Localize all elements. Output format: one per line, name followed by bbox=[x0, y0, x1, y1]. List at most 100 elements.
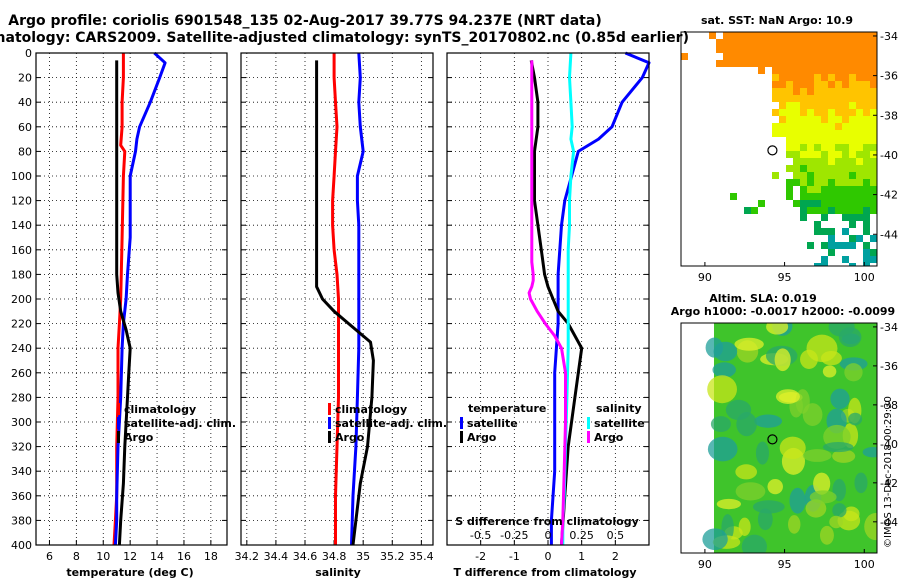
sla-blob bbox=[741, 534, 767, 553]
sst-cell bbox=[849, 74, 856, 81]
sla-blob bbox=[713, 341, 738, 362]
sst-cell bbox=[800, 130, 807, 137]
sst-cell bbox=[849, 60, 856, 67]
sst-cell bbox=[821, 123, 828, 130]
sst-cell bbox=[870, 74, 877, 81]
difference-profile-panel: -2 -1 0 1 2 bbox=[446, 51, 651, 563]
sst-cell bbox=[807, 46, 814, 53]
sst-cell bbox=[807, 158, 814, 165]
sst-cell bbox=[828, 116, 835, 123]
top-tick-label: -0.5 bbox=[470, 529, 491, 542]
sst-cell bbox=[737, 53, 744, 60]
sst-cell bbox=[786, 74, 793, 81]
sla-blob bbox=[844, 363, 863, 382]
sst-cell bbox=[723, 32, 730, 39]
sst-cell bbox=[821, 158, 828, 165]
sst-cell bbox=[800, 81, 807, 88]
sst-cell bbox=[807, 53, 814, 60]
sst-cell bbox=[849, 158, 856, 165]
sst-cell bbox=[856, 53, 863, 60]
series-line-Argo bbox=[315, 60, 375, 546]
sst-cell bbox=[758, 32, 765, 39]
sst-cell bbox=[842, 32, 849, 39]
x-tick-label: 1 bbox=[578, 550, 585, 563]
sla-blob bbox=[805, 499, 827, 518]
legend-swatch-climatology bbox=[117, 403, 120, 415]
sst-cell bbox=[870, 116, 877, 123]
legend-label-argo: Argo bbox=[335, 431, 365, 444]
sst-cell bbox=[814, 102, 821, 109]
sst-cell bbox=[786, 165, 793, 172]
sst-cell bbox=[751, 207, 758, 214]
sst-cell bbox=[800, 193, 807, 200]
sst-cell bbox=[842, 81, 849, 88]
sst-cell bbox=[821, 60, 828, 67]
sst-cell bbox=[814, 67, 821, 74]
sst-cell bbox=[814, 95, 821, 102]
sst-cell bbox=[863, 60, 870, 67]
sst-cell bbox=[835, 186, 842, 193]
sst-cell bbox=[793, 32, 800, 39]
sst-cell bbox=[863, 221, 870, 228]
sst-cell bbox=[779, 60, 786, 67]
sst-cell bbox=[723, 46, 730, 53]
sst-cell bbox=[814, 263, 821, 266]
sst-cell bbox=[863, 88, 870, 95]
sst-cell bbox=[842, 74, 849, 81]
sst-cell bbox=[842, 144, 849, 151]
x-tick-label: 6 bbox=[46, 550, 53, 563]
sst-cell bbox=[779, 130, 786, 137]
x-tick-label: -2 bbox=[475, 550, 486, 563]
sst-cell bbox=[842, 165, 849, 172]
sst-cell bbox=[814, 137, 821, 144]
temperature-axis-label: temperature (deg C) bbox=[66, 566, 193, 579]
legend-swatch-argo bbox=[117, 431, 120, 443]
map-y-tick-label: -38 bbox=[880, 109, 898, 122]
sst-cell bbox=[842, 53, 849, 60]
y-tick-label: 260 bbox=[11, 367, 32, 380]
sst-cell bbox=[814, 200, 821, 207]
y-tick-label: 200 bbox=[11, 293, 32, 306]
sst-cell bbox=[807, 74, 814, 81]
sla-blob bbox=[848, 412, 863, 426]
sst-cell bbox=[807, 242, 814, 249]
sst-cell bbox=[849, 109, 856, 116]
sst-cell bbox=[807, 193, 814, 200]
sla-blob bbox=[774, 348, 791, 372]
sst-cell bbox=[793, 102, 800, 109]
map-x-tick-label: 95 bbox=[778, 558, 792, 571]
sst-cell bbox=[821, 193, 828, 200]
sst-cell bbox=[765, 60, 772, 67]
sst-cell bbox=[793, 179, 800, 186]
sst-cell bbox=[863, 67, 870, 74]
sst-cell bbox=[856, 39, 863, 46]
map-y-tick-label: -40 bbox=[880, 149, 898, 162]
sst-cell bbox=[779, 74, 786, 81]
sst-cell bbox=[863, 32, 870, 39]
sst-cell bbox=[786, 123, 793, 130]
plot-frame bbox=[240, 52, 434, 546]
sst-cell bbox=[800, 53, 807, 60]
sst-cell bbox=[856, 207, 863, 214]
sla-blob bbox=[716, 498, 742, 510]
sst-cell bbox=[842, 186, 849, 193]
legend-swatch-satellite-adj bbox=[117, 417, 120, 429]
sst-cell bbox=[863, 130, 870, 137]
sst-cell bbox=[730, 60, 737, 67]
figure-title-line1: Argo profile: coriolis 6901548_135 02-Au… bbox=[8, 13, 601, 29]
sst-cell bbox=[758, 60, 765, 67]
top-tick-label: 0 bbox=[545, 529, 552, 542]
sst-cell bbox=[835, 165, 842, 172]
sst-cell bbox=[863, 263, 870, 266]
sst-cell bbox=[744, 53, 751, 60]
sst-cell bbox=[863, 165, 870, 172]
y-tick-label: 60 bbox=[18, 121, 32, 134]
x-tick-label: 16 bbox=[177, 550, 191, 563]
sst-cell bbox=[835, 88, 842, 95]
sst-cell bbox=[821, 179, 828, 186]
legend-label-sal-argo: Argo bbox=[594, 431, 624, 444]
sla-blob bbox=[734, 337, 764, 351]
sst-cell bbox=[800, 109, 807, 116]
sst-cell bbox=[835, 67, 842, 74]
sst-cell bbox=[786, 179, 793, 186]
